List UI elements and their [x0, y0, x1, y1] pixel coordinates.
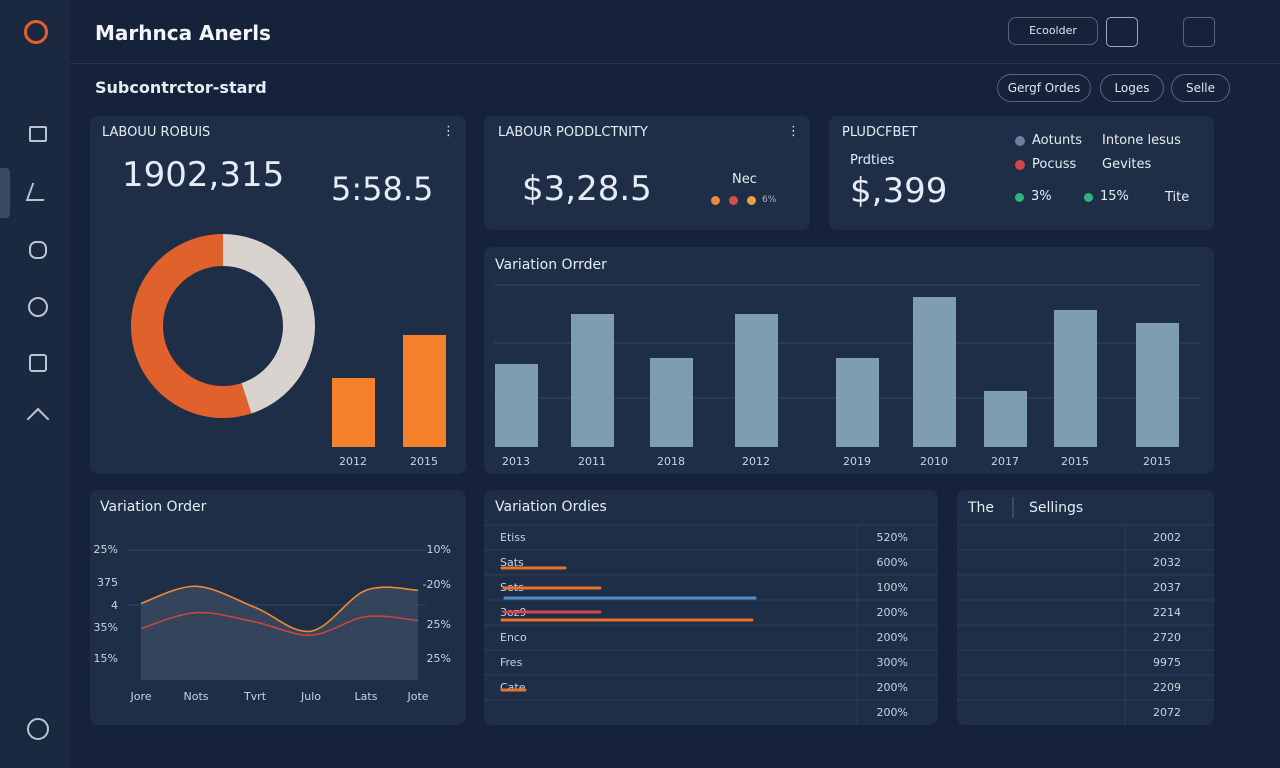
- productivity-panel: [484, 116, 810, 230]
- menu-dots[interactable]: ⋮: [442, 124, 455, 139]
- label: Prdties: [850, 153, 895, 168]
- big-value: $,399: [850, 171, 948, 211]
- big-value: $3,28.5: [522, 169, 652, 209]
- header-divider: [70, 63, 1280, 64]
- nav-icon[interactable]: [28, 297, 48, 317]
- legend-dot: [1015, 160, 1025, 170]
- legend-detail: Intone lesus: [1102, 133, 1181, 148]
- menu-dots[interactable]: ⋮: [787, 124, 800, 139]
- variation-bar-panel: [484, 247, 1214, 474]
- nav-icon[interactable]: [29, 126, 47, 142]
- variation-table-panel: [484, 490, 938, 725]
- footer-label: Tite: [1165, 190, 1190, 205]
- sellings-table-panel: [957, 490, 1214, 725]
- panel-title: Variation Ordies: [495, 499, 607, 515]
- legend-label: Aotunts: [1032, 133, 1083, 148]
- stat-dot: [1015, 193, 1024, 202]
- legend-dot: [1015, 136, 1025, 146]
- page-title: Marhnca Anerls: [95, 21, 271, 45]
- note: Nec: [732, 172, 757, 187]
- panel-title: Variation Order: [100, 499, 207, 515]
- stat-label: 3%: [1031, 189, 1052, 204]
- big-value: 5:58.5: [331, 170, 434, 208]
- tab[interactable]: Gergf Ordes: [997, 74, 1091, 102]
- variation-line-panel: [90, 490, 466, 725]
- settings-button[interactable]: [1222, 17, 1252, 45]
- panel-title: LABOUU ROBUIS: [102, 125, 211, 140]
- tab[interactable]: Selle: [1171, 74, 1230, 102]
- status-dot: [747, 196, 756, 205]
- panel-title: LABOUR PODDLCTNITY: [498, 125, 648, 140]
- legend-label: Pocuss: [1032, 157, 1077, 172]
- budget-panel: [829, 116, 1214, 230]
- nav-icon[interactable]: [29, 241, 47, 259]
- percent: 6%: [762, 195, 777, 205]
- status-dot: [729, 196, 738, 205]
- tab[interactable]: Loges: [1100, 74, 1164, 102]
- stat-dot: [1084, 193, 1093, 202]
- legend-detail: Gevites: [1102, 157, 1152, 172]
- section-title: Subcontrctor-stard: [95, 78, 267, 97]
- sidebar-active: [0, 168, 10, 218]
- panel-title: PLUDCFBET: [842, 125, 918, 140]
- logo: [24, 20, 48, 44]
- sidebar: [0, 0, 70, 768]
- header-button[interactable]: Ecoolder: [1008, 17, 1098, 45]
- nav-icon[interactable]: [29, 354, 47, 372]
- icon-button[interactable]: [1145, 17, 1175, 45]
- panel-title: Variation Orrder: [495, 257, 607, 273]
- big-value: 1902,315: [122, 155, 285, 195]
- stat-label: 15%: [1100, 189, 1129, 204]
- search-button[interactable]: [1106, 17, 1138, 47]
- user-button[interactable]: [1183, 17, 1215, 47]
- status-dot: [711, 196, 720, 205]
- nav-icon[interactable]: [27, 718, 49, 740]
